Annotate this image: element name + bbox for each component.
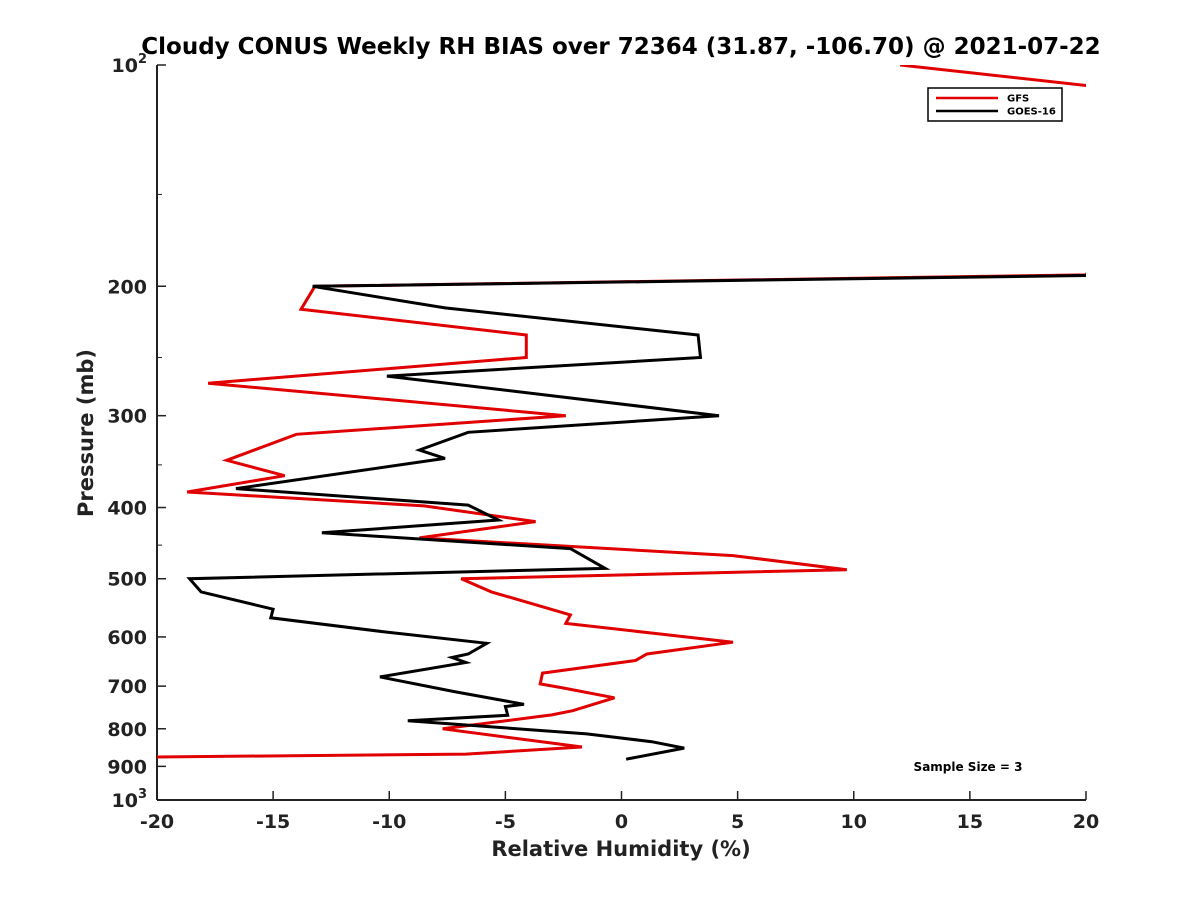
y-tick-label: 400	[107, 498, 147, 520]
series-layer	[157, 65, 1086, 761]
y-tick-label: 103	[112, 787, 148, 812]
y-tick-label: 900	[107, 756, 147, 778]
legend-label: GFS	[1007, 94, 1029, 105]
chart-title: Cloudy CONUS Weekly RH BIAS over 72364 (…	[141, 34, 1100, 60]
x-tick-label: 10	[841, 811, 867, 833]
plot-axes	[156, 65, 1086, 801]
series-line-gfs	[157, 65, 1086, 759]
x-tick-label: -10	[372, 811, 406, 833]
legend-box	[927, 87, 1063, 122]
x-tick-label: -5	[495, 811, 516, 833]
x-tick-label: -20	[140, 811, 174, 833]
y-tick-label: 700	[107, 676, 147, 698]
y-tick-label: 300	[107, 406, 147, 428]
y-tick-label: 800	[107, 719, 147, 741]
series-line-goes-16	[186, 274, 1086, 761]
legend: GFS GOES-16	[927, 87, 1063, 122]
legend-label: GOES-16	[1007, 107, 1056, 118]
x-tick-label: 15	[957, 811, 983, 833]
x-tick-label: 0	[615, 811, 628, 833]
y-tick-label: 200	[107, 276, 147, 298]
sample-size-annotation: Sample Size = 3	[914, 760, 1023, 774]
y-axis-label: Pressure (mb)	[74, 349, 98, 517]
x-axis-ticks: -20 -15 -10 -5 0 5 10 15 20	[140, 791, 1099, 833]
x-tick-label: 5	[731, 811, 744, 833]
y-tick-label: 600	[107, 627, 147, 649]
x-axis-label: Relative Humidity (%)	[491, 837, 750, 861]
x-tick-label: -15	[256, 811, 290, 833]
x-tick-label: 20	[1073, 811, 1099, 833]
y-tick-label: 102	[112, 52, 148, 77]
y-axis-ticks: 102 200 300 400 500 600 700 800 900 103	[107, 52, 166, 812]
y-tick-label: 500	[107, 569, 147, 591]
